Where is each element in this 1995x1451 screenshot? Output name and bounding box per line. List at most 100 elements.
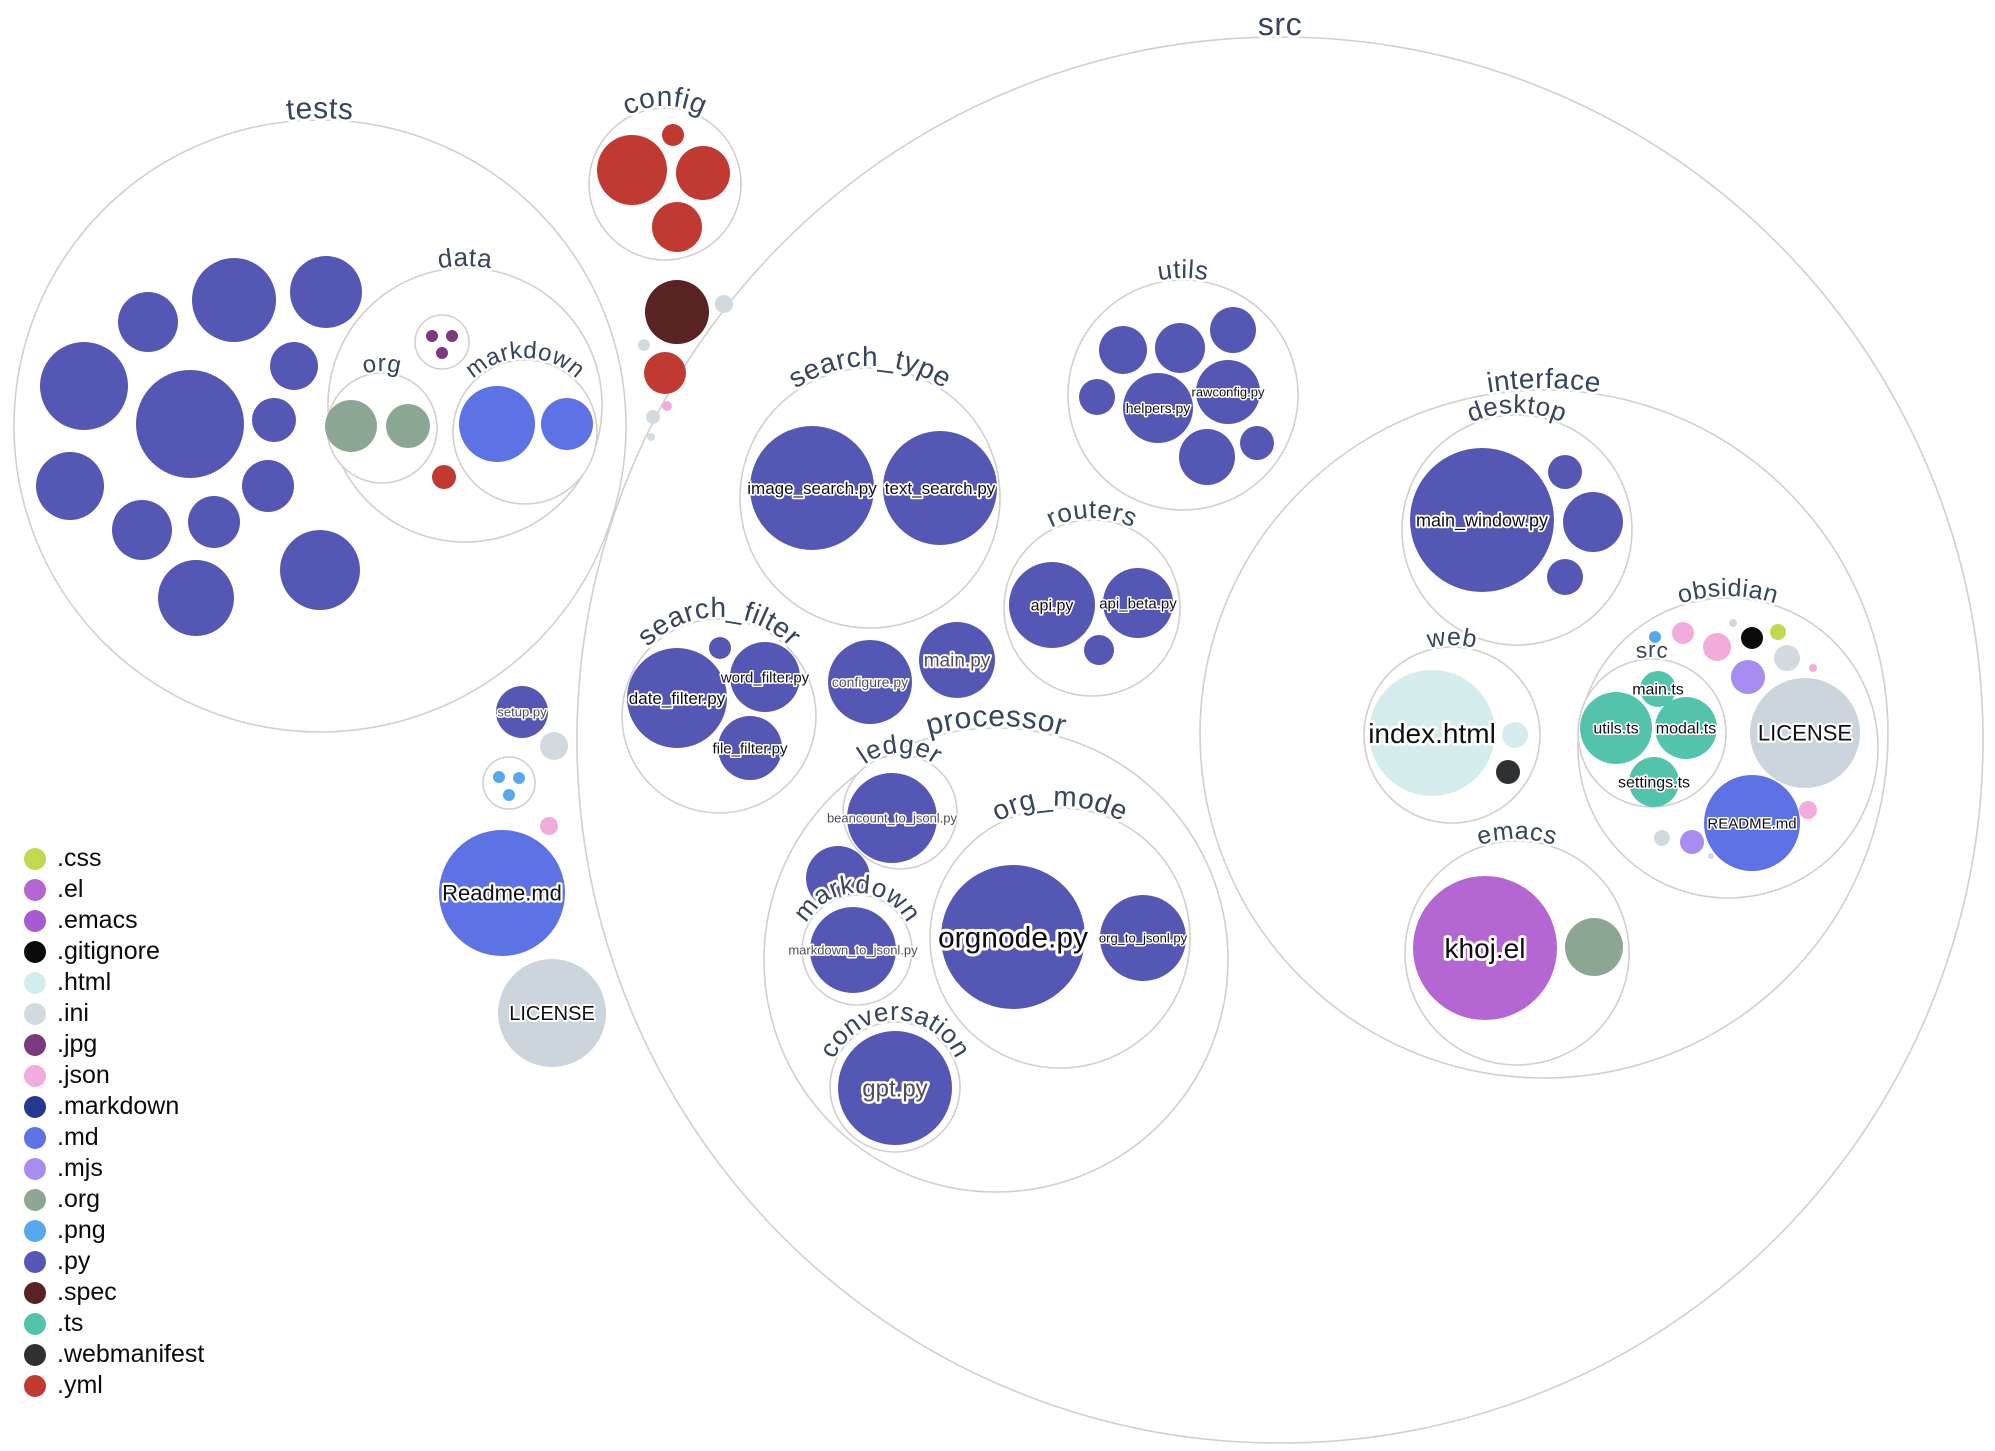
legend-item--ini: .ini — [24, 998, 204, 1029]
legend-label: .webmanifest — [57, 1340, 205, 1368]
file-circle-readme-md — [1704, 775, 1800, 871]
legend-label: .gitignore — [57, 937, 160, 965]
legend-color-dot — [24, 1064, 46, 1087]
legend-color-dot — [24, 1374, 46, 1397]
legend-item--el: .el — [24, 874, 204, 905]
file-circle--json — [540, 817, 558, 835]
legend-label: .png — [57, 1216, 106, 1244]
file-circle--mjs — [1680, 830, 1704, 854]
file-circle--py — [40, 342, 128, 430]
file-circle--py — [192, 258, 276, 342]
file-circle--ini — [1654, 830, 1670, 846]
file-circle--json — [1799, 801, 1817, 819]
legend-item--spec: .spec — [24, 1277, 204, 1308]
folder-label-web: web — [1424, 623, 1479, 654]
file-circle--yml — [676, 146, 730, 200]
file-circle-main-py — [919, 622, 995, 698]
file-label-utils-ts: utils.ts — [1593, 721, 1638, 738]
legend-label: .json — [57, 1061, 110, 1089]
file-label-main-py: main.py — [924, 651, 991, 672]
file-label-modal-ts: modal.ts — [1656, 721, 1716, 738]
file-circle-license — [498, 959, 606, 1067]
legend-color-dot — [24, 1095, 46, 1118]
legend-item--gitignore: .gitignore — [24, 936, 204, 967]
legend-item--md: .md — [24, 1122, 204, 1153]
file-circle--py — [280, 530, 360, 610]
file-circle--yml — [597, 135, 667, 205]
file-circle-api-py — [1009, 562, 1095, 648]
file-circle--py — [1563, 492, 1623, 552]
file-circle--yml — [644, 352, 686, 394]
file-circle-khoj-el — [1413, 876, 1557, 1020]
legend-label: .py — [57, 1247, 91, 1275]
legend-item--mjs: .mjs — [24, 1153, 204, 1184]
file-circle-setup-py — [496, 686, 548, 738]
file-label-main-ts: main.ts — [1632, 682, 1684, 699]
legend-color-dot — [24, 1281, 46, 1304]
legend-color-dot — [24, 940, 46, 963]
legend-item--css: .css — [24, 843, 204, 874]
file-label-beancount-to-jsonl-py: beancount_to_jsonl.py — [827, 811, 958, 826]
file-circle--py — [252, 398, 296, 442]
file-circle-readme-md — [439, 830, 565, 956]
file-circle-org-to-jsonl-py — [1100, 895, 1186, 981]
legend-label: .markdown — [57, 1092, 180, 1120]
legend-item--yml: .yml — [24, 1370, 204, 1401]
file-circle--py — [1079, 379, 1115, 415]
legend-label: .md — [57, 1123, 99, 1151]
file-circle-license — [1750, 678, 1860, 788]
legend-label: .org — [57, 1185, 101, 1213]
file-circle--ini — [647, 433, 655, 441]
file-label-index-html: index.html — [1368, 718, 1496, 749]
file-label-rawconfig-py: rawconfig.py — [1192, 385, 1265, 400]
legend-color-dot — [24, 878, 46, 901]
legend-color-dot — [24, 1250, 46, 1273]
legend-color-dot — [24, 1033, 46, 1056]
file-label-org-to-jsonl-py: org_to_jsonl.py — [1099, 931, 1188, 946]
file-label-api-beta-py: api_beta.py — [1099, 595, 1177, 612]
file-circle-beancount-to-jsonl-py — [847, 773, 937, 863]
file-circle--py — [242, 460, 294, 512]
file-circle--json — [1809, 664, 1817, 672]
file-label-configure-py: configure.py — [832, 674, 908, 690]
file-circle-word-filter-py — [730, 642, 800, 712]
file-circle-utils-ts — [1580, 692, 1652, 764]
file-circle--png — [493, 771, 505, 783]
folder-label-utils: utils — [1155, 254, 1210, 286]
folder-label-data: data — [436, 242, 495, 274]
file-circle--md — [459, 386, 535, 462]
file-circle--py — [158, 560, 234, 636]
legend-item--html: .html — [24, 967, 204, 998]
file-circle--png — [513, 772, 525, 784]
legend-label: .html — [57, 968, 112, 996]
file-circle--jpg — [436, 347, 448, 359]
file-circle-image-search-py — [750, 426, 874, 550]
legend-color-dot — [24, 1188, 46, 1211]
file-circle-gpt-py — [838, 1031, 952, 1145]
file-circle--org — [386, 404, 430, 448]
legend-color-dot — [24, 1002, 46, 1025]
legend-color-dot — [24, 1157, 46, 1180]
file-circle--py — [1179, 429, 1235, 485]
file-circle--ini — [638, 339, 650, 351]
file-circle--py — [1084, 635, 1114, 665]
legend-item--png: .png — [24, 1215, 204, 1246]
file-circle-rawconfig-py — [1196, 360, 1260, 424]
file-label-text-search-py: text_search.py — [885, 479, 996, 498]
folder-circle-unnamed — [482, 756, 536, 810]
file-label-khoj-el: khoj.el — [1445, 933, 1526, 964]
file-circle--ini — [646, 410, 660, 424]
file-circle--mjs — [1731, 660, 1765, 694]
file-label-image-search-py: image_search.py — [747, 479, 877, 498]
folder-label-org: org — [360, 350, 404, 379]
file-circle--yml — [652, 202, 702, 252]
file-circle--py — [1155, 323, 1205, 373]
file-circle--ini — [1708, 853, 1714, 859]
file-label-setup-py: setup.py — [497, 705, 547, 720]
file-circle-helpers-py — [1123, 373, 1193, 443]
file-label-settings-ts: settings.ts — [1618, 775, 1690, 792]
file-circle--py — [118, 292, 178, 352]
legend-item--webmanifest: .webmanifest — [24, 1339, 204, 1370]
file-circle--org — [1565, 918, 1623, 976]
